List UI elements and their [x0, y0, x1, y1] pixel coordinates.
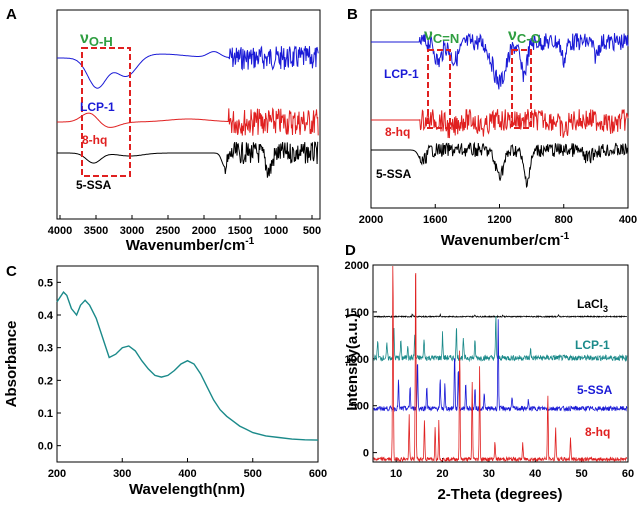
- x-d-tick-label: 60: [622, 468, 634, 480]
- series-label-8hq-b: 8-hq: [385, 125, 410, 139]
- panel-d: D 10 20 30 40 50 60 0 500 1000 1500 2000 2-Theta (…: [344, 242, 634, 503]
- series-label-5ssa-a: 5-SSA: [76, 178, 112, 192]
- x-c-tick-label: 300: [113, 468, 131, 480]
- x-axis-label-c: Wavelength(nm): [129, 481, 245, 498]
- x-d-tick-label: 20: [436, 468, 448, 480]
- x-b-tick-label: 2000: [359, 214, 383, 226]
- x-a-tick-label: 1500: [228, 225, 252, 237]
- series-label-5ssa-d: 5-SSA: [577, 383, 613, 397]
- x-c-tick-label: 200: [48, 468, 66, 480]
- panel-c: C 200 300 400 500 600 0.0 0.1 0.2 0.3 0.4 0.5 Wave…: [3, 263, 327, 498]
- axis-ticks-d: 10 20 30 40 50 60 0 500 1000 1500 2000: [345, 260, 635, 480]
- series-line-lacl3: [373, 312, 628, 319]
- x-a-tick-label: 1000: [264, 225, 288, 237]
- highlight-box-co: [511, 49, 532, 129]
- x-d-tick-label: 10: [390, 468, 402, 480]
- x-b-tick-label: 800: [555, 214, 573, 226]
- y-axis-label-d: Intensity(a.u.): [344, 313, 361, 411]
- series-line-5ssa-d: [373, 319, 628, 413]
- highlight-box-oh: [81, 47, 131, 177]
- annotation-nu-cn: νC=N: [424, 27, 459, 46]
- y-c-tick-label: 0.2: [38, 375, 53, 387]
- x-b-tick-label: 400: [619, 214, 637, 226]
- y-axis-label-c: Absorbance: [3, 321, 20, 408]
- highlight-box-cn: [427, 49, 451, 129]
- series-line-lcp1-b: [371, 32, 629, 90]
- y-d-tick-label: 2000: [345, 260, 369, 272]
- y-d-tick-label: 1000: [345, 354, 369, 366]
- x-a-tick-label: 4000: [48, 225, 72, 237]
- x-d-tick-label: 30: [483, 468, 495, 480]
- plot-frame-d: [372, 264, 629, 463]
- series-line-5ssa-a: [57, 141, 319, 178]
- x-d-tick-label: 40: [529, 468, 541, 480]
- y-c-tick-label: 0.1: [38, 408, 53, 420]
- x-ticks-b: 2000 1600 1200 800 400: [359, 204, 637, 226]
- y-d-tick-label: 0: [363, 448, 369, 460]
- series-line-lcp1-a: [57, 45, 319, 89]
- x-b-tick-label: 1600: [423, 214, 447, 226]
- panel-letter-b: B: [347, 6, 358, 23]
- panel-letter-c: C: [6, 263, 17, 280]
- x-axis-label-b: Wavenumber/cm-1: [441, 231, 570, 249]
- y-c-tick-label: 0.3: [38, 343, 53, 355]
- panel-letter-a: A: [6, 6, 17, 23]
- annotation-nu-oh: νO-H: [80, 30, 113, 49]
- x-d-tick-label: 50: [576, 468, 588, 480]
- x-b-tick-label: 1200: [487, 214, 511, 226]
- x-a-tick-label: 3500: [84, 225, 108, 237]
- series-line-8hq-a: [57, 107, 319, 136]
- y-c-tick-label: 0.5: [38, 277, 53, 289]
- y-d-tick-label: 500: [351, 401, 369, 413]
- panel-letter-d: D: [345, 242, 356, 259]
- series-label-8hq-a: 8-hq: [82, 133, 107, 147]
- x-c-tick-label: 600: [309, 468, 327, 480]
- x-c-tick-label: 500: [244, 468, 262, 480]
- panel-a: A 4000 3500 3000 2500 2000 1500 1000 500 Wavenu…: [6, 6, 321, 254]
- series-line-absorbance: [56, 290, 319, 441]
- axis-ticks-c: 200 300 400 500 600 0.0 0.1 0.2 0.3 0.4 0.5: [38, 277, 327, 480]
- x-axis-label-d: 2-Theta (degrees): [437, 486, 562, 503]
- series-label-lcp1-a: LCP-1: [80, 100, 115, 114]
- x-a-tick-label: 2000: [192, 225, 216, 237]
- x-a-tick-label: 3000: [120, 225, 144, 237]
- series-line-5ssa-b: [371, 141, 629, 189]
- plot-frame-c: [56, 265, 319, 463]
- series-label-lacl3: LaCl3: [577, 297, 608, 314]
- series-label-lcp1-d: LCP-1: [575, 338, 610, 352]
- x-axis-label-a: Wavenumber/cm-1: [126, 236, 255, 254]
- series-line-8hq-b: [371, 109, 629, 139]
- x-ticks-a: 4000 3500 3000 2500 2000 1500 1000 500: [48, 215, 321, 237]
- series-label-lcp1-b: LCP-1: [384, 67, 419, 81]
- plot-frame-a: [56, 9, 321, 220]
- x-a-tick-label: 500: [303, 225, 321, 237]
- series-line-8hq-d: [373, 265, 628, 463]
- annotation-nu-co: νC-O: [508, 27, 541, 46]
- y-d-tick-label: 1500: [345, 307, 369, 319]
- x-a-tick-label: 2500: [156, 225, 180, 237]
- y-c-tick-label: 0.0: [38, 441, 53, 453]
- y-c-tick-label: 0.4: [38, 310, 54, 322]
- panel-b: B 2000 1600 1200 800 400 Wavenumber/cm-1 νC=…: [347, 6, 637, 249]
- series-label-5ssa-b: 5-SSA: [376, 167, 412, 181]
- series-label-8hq-d: 8-hq: [585, 425, 610, 439]
- x-c-tick-label: 400: [178, 468, 196, 480]
